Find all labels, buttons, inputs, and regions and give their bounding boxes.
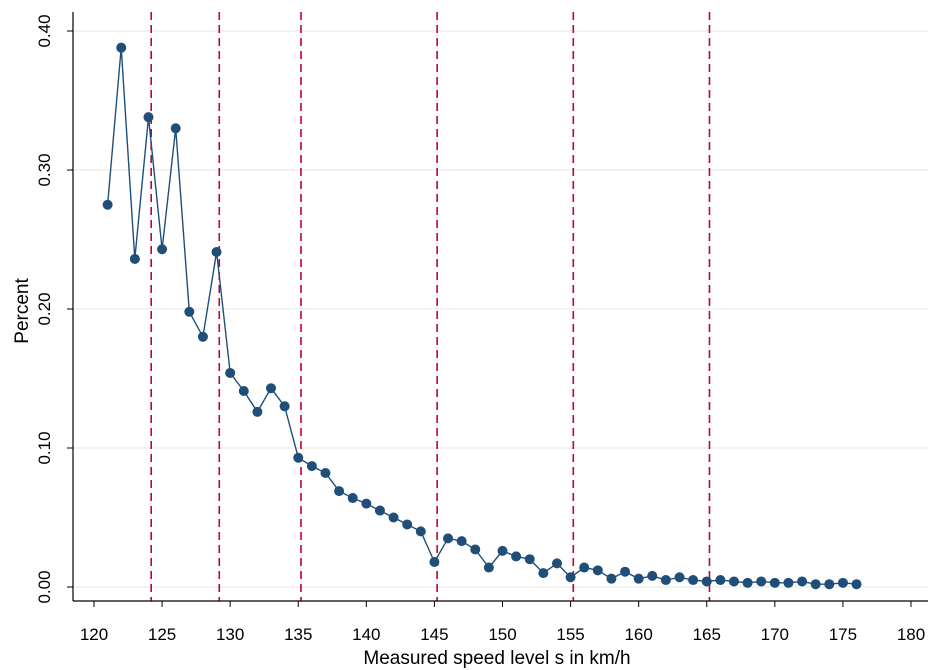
x-tick-label: 175 — [829, 625, 857, 644]
y-axis-title: Percent — [12, 278, 33, 344]
data-point — [756, 576, 767, 587]
x-tick-label: 170 — [761, 625, 789, 644]
data-point — [320, 468, 331, 479]
data-point — [470, 544, 481, 555]
x-tick-label: 160 — [624, 625, 652, 644]
data-point — [837, 577, 848, 588]
x-tick-label: 165 — [693, 625, 721, 644]
y-tick-label: 0.40 — [35, 14, 54, 47]
data-point — [129, 253, 140, 264]
data-point — [252, 406, 263, 417]
data-point — [551, 558, 562, 569]
x-tick-label: 135 — [284, 625, 312, 644]
y-tick-label: 0.20 — [35, 292, 54, 325]
data-point — [769, 577, 780, 588]
data-point — [388, 512, 399, 523]
x-tick-label: 155 — [556, 625, 584, 644]
data-point — [565, 572, 576, 583]
data-point — [184, 306, 195, 317]
data-point — [374, 505, 385, 516]
data-point — [851, 579, 862, 590]
data-point — [238, 386, 249, 397]
x-tick-label: 125 — [148, 625, 176, 644]
data-point — [279, 401, 290, 412]
data-point — [334, 486, 345, 497]
data-point — [197, 331, 208, 342]
data-point — [415, 526, 426, 537]
data-point — [429, 556, 440, 567]
reference-lines — [150, 12, 711, 601]
y-tick-label: 0.30 — [35, 153, 54, 186]
data-point — [688, 575, 699, 586]
data-point — [116, 42, 127, 53]
x-tick-label: 120 — [80, 625, 108, 644]
data-point — [524, 554, 535, 565]
data-point — [728, 576, 739, 587]
data-point — [647, 570, 658, 581]
data-point — [293, 452, 304, 463]
data-point — [579, 562, 590, 573]
series-group — [102, 42, 862, 590]
y-tick-label: 0.00 — [35, 570, 54, 603]
data-point — [361, 498, 372, 509]
data-point — [157, 244, 168, 255]
grid-lines — [73, 30, 928, 588]
data-point — [266, 383, 277, 394]
data-point — [715, 575, 726, 586]
data-point — [211, 247, 222, 258]
x-axis-title: Measured speed level s in km/h — [363, 648, 630, 669]
data-point — [701, 576, 712, 587]
data-point — [497, 545, 508, 556]
data-point — [456, 536, 467, 547]
data-point — [483, 562, 494, 573]
data-point — [511, 551, 522, 562]
y-tick-label: 0.10 — [35, 431, 54, 464]
data-point — [443, 533, 454, 544]
data-point — [674, 572, 685, 583]
data-point — [810, 579, 821, 590]
x-tick-label: 180 — [897, 625, 925, 644]
axes: 0.00 0.10 0.20 0.30 0.40 120 125 130 135 140 145 15… — [35, 12, 928, 644]
x-tick-label: 140 — [352, 625, 380, 644]
data-point — [620, 566, 631, 577]
x-tick-label: 145 — [420, 625, 448, 644]
x-tick-label: 130 — [216, 625, 244, 644]
data-point — [402, 519, 413, 530]
data-point — [347, 493, 358, 504]
data-point — [143, 112, 154, 123]
data-point — [633, 573, 644, 584]
data-point — [797, 576, 808, 587]
data-point — [783, 577, 794, 588]
data-point — [742, 577, 753, 588]
x-tick-label: 150 — [488, 625, 516, 644]
data-point — [592, 565, 603, 576]
data-point — [102, 199, 113, 210]
data-point — [824, 579, 835, 590]
data-point — [606, 573, 617, 584]
data-point — [306, 461, 317, 472]
data-point — [538, 568, 549, 579]
data-point — [660, 575, 671, 586]
data-point — [170, 123, 181, 134]
data-point — [225, 367, 236, 378]
